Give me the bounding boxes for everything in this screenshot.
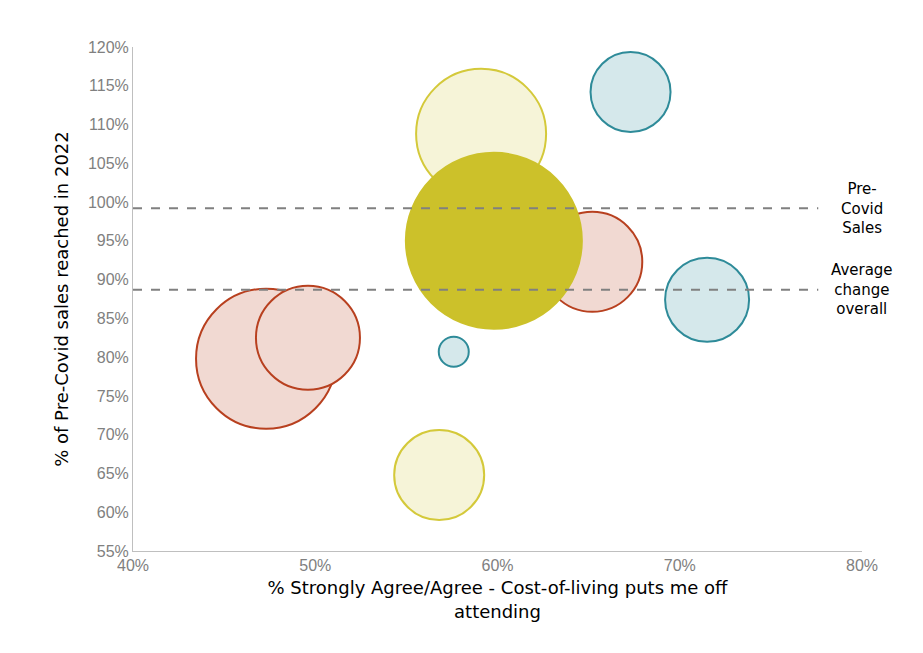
svg-text:115%: 115% xyxy=(89,77,129,94)
svg-text:110%: 110% xyxy=(89,116,129,133)
svg-text:70%: 70% xyxy=(97,426,129,443)
svg-text:70%: 70% xyxy=(664,557,696,574)
svg-text:65%: 65% xyxy=(97,465,129,482)
svg-text:% Strongly Agree/Agree - Cost-: % Strongly Agree/Agree - Cost-of-living … xyxy=(268,577,729,621)
svg-text:55%: 55% xyxy=(97,543,129,560)
svg-text:60%: 60% xyxy=(97,504,129,521)
svg-text:100%: 100% xyxy=(88,194,129,211)
svg-text:40%: 40% xyxy=(117,557,149,574)
svg-text:75%: 75% xyxy=(97,388,129,405)
svg-text:105%: 105% xyxy=(88,155,129,172)
svg-text:90%: 90% xyxy=(97,271,129,288)
svg-text:120%: 120% xyxy=(88,39,129,56)
svg-text:50%: 50% xyxy=(299,557,331,574)
svg-text:85%: 85% xyxy=(97,310,129,327)
svg-text:60%: 60% xyxy=(481,557,513,574)
svg-text:Averagechangeoverall: Averagechangeoverall xyxy=(831,261,893,318)
svg-text:% of Pre-Covid sales reached i: % of Pre-Covid sales reached in 2022 xyxy=(51,131,72,467)
svg-text:80%: 80% xyxy=(97,349,129,366)
svg-text:95%: 95% xyxy=(97,232,129,249)
svg-text:80%: 80% xyxy=(846,557,878,574)
svg-text:Pre-CovidSales: Pre-CovidSales xyxy=(841,180,883,237)
